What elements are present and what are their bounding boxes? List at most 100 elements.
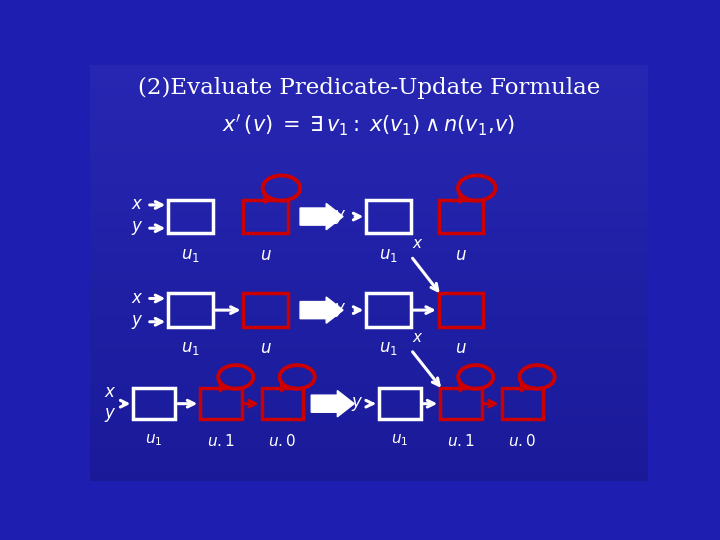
Bar	[90, 119, 648, 123]
Bar	[90, 285, 648, 289]
Bar	[90, 136, 648, 140]
Bar	[90, 393, 648, 397]
Bar	[90, 140, 648, 144]
FancyArrow shape	[300, 204, 343, 230]
Bar	[90, 168, 648, 173]
Bar	[90, 302, 648, 306]
Bar	[90, 90, 648, 94]
Bar	[90, 322, 648, 327]
Bar	[90, 123, 648, 127]
Bar	[90, 268, 648, 273]
Bar	[90, 244, 648, 248]
Bar	[90, 231, 648, 235]
Bar	[133, 388, 175, 419]
Bar	[90, 460, 648, 464]
Bar	[90, 464, 648, 468]
Text: $x$: $x$	[412, 237, 423, 251]
Bar	[90, 439, 648, 443]
Bar	[90, 281, 648, 285]
Bar	[90, 144, 648, 148]
Bar	[90, 468, 648, 472]
Bar	[90, 314, 648, 319]
Bar	[90, 331, 648, 335]
Bar	[90, 85, 648, 90]
Bar	[90, 381, 648, 385]
Bar	[90, 373, 648, 377]
Bar	[90, 422, 648, 427]
Bar	[90, 451, 648, 456]
Text: $y$: $y$	[130, 313, 143, 331]
Text: $x$: $x$	[130, 197, 143, 213]
Text: (2)Evaluate Predicate-Update Formulae: (2)Evaluate Predicate-Update Formulae	[138, 77, 600, 99]
Bar	[90, 260, 648, 265]
Bar	[90, 106, 648, 111]
Bar	[90, 94, 648, 98]
Bar	[90, 447, 648, 451]
Text: $u$: $u$	[260, 246, 271, 264]
Bar	[168, 200, 213, 233]
Bar	[90, 377, 648, 381]
Bar	[90, 235, 648, 239]
Bar	[90, 65, 648, 69]
Bar	[90, 456, 648, 460]
Bar	[200, 388, 242, 419]
Bar	[90, 102, 648, 106]
Bar	[90, 356, 648, 360]
Bar	[90, 114, 648, 119]
Bar	[90, 111, 648, 114]
Bar	[90, 385, 648, 389]
Bar	[379, 388, 420, 419]
Text: $x$: $x$	[104, 383, 116, 401]
Text: $u_1$: $u_1$	[145, 433, 163, 448]
Bar	[90, 202, 648, 206]
Text: $x$: $x$	[130, 290, 143, 307]
Bar	[90, 339, 648, 343]
Bar	[243, 200, 288, 233]
Bar	[90, 402, 648, 406]
Bar	[90, 294, 648, 298]
Bar	[90, 397, 648, 402]
Bar	[366, 200, 411, 233]
Bar	[90, 256, 648, 260]
Bar	[90, 348, 648, 352]
Bar	[90, 148, 648, 152]
FancyArrow shape	[311, 390, 354, 417]
Bar	[90, 160, 648, 165]
Bar	[243, 294, 288, 327]
Bar	[438, 200, 483, 233]
FancyArrow shape	[300, 297, 343, 323]
Bar	[261, 388, 303, 419]
Bar	[90, 414, 648, 418]
Bar	[90, 327, 648, 331]
Text: $y$: $y$	[334, 301, 347, 319]
Bar	[90, 156, 648, 160]
Bar	[502, 388, 544, 419]
Text: $y$: $y$	[130, 219, 143, 237]
Bar	[90, 319, 648, 322]
Bar	[440, 388, 482, 419]
Bar	[90, 427, 648, 431]
Bar	[90, 273, 648, 277]
Bar	[90, 198, 648, 202]
Bar	[90, 185, 648, 190]
Bar	[90, 443, 648, 447]
Bar	[90, 306, 648, 310]
Bar	[168, 294, 213, 327]
Text: $u_1$: $u_1$	[379, 246, 398, 264]
Bar	[90, 73, 648, 77]
Bar	[90, 165, 648, 168]
Bar	[90, 177, 648, 181]
Bar	[90, 360, 648, 364]
Bar	[366, 294, 411, 327]
Text: $u.0$: $u.0$	[508, 433, 536, 449]
Text: $y$: $y$	[351, 395, 364, 413]
Bar	[90, 364, 648, 368]
Bar	[90, 298, 648, 302]
Bar	[90, 77, 648, 82]
Bar	[90, 431, 648, 435]
Text: $x'\,(v)\;=\;\exists\,v_1{:}\;x(v_1)\wedge n(v_1,\!v)$: $x'\,(v)\;=\;\exists\,v_1{:}\;x(v_1)\wed…	[222, 112, 516, 138]
Bar	[90, 352, 648, 356]
Bar	[90, 252, 648, 256]
Bar	[90, 127, 648, 131]
Bar	[90, 69, 648, 73]
